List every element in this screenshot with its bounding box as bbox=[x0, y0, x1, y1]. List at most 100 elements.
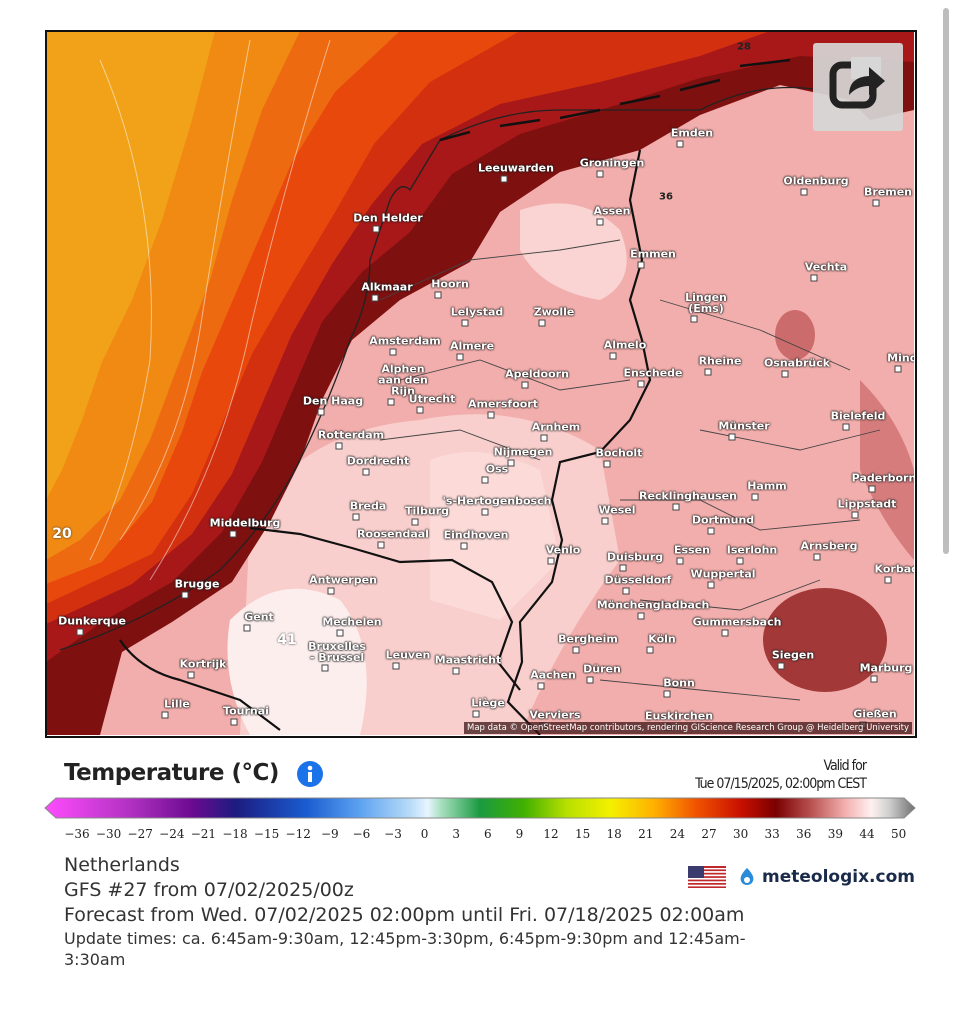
legend-title: Temperature (°C) bbox=[64, 760, 279, 786]
warm-area bbox=[860, 380, 914, 560]
city-label: Köln bbox=[648, 632, 676, 646]
map[interactable]: Emden Groningen Leeuwarden Oldenburg Bremen D… bbox=[46, 31, 914, 735]
city-label: Wesel bbox=[598, 503, 636, 517]
city-marker bbox=[243, 624, 251, 631]
city-label: Groningen bbox=[579, 156, 645, 170]
city-label: Amsterdam bbox=[369, 334, 441, 348]
color-bar-tick: 50 bbox=[890, 827, 907, 841]
city-marker bbox=[810, 274, 818, 281]
city-label: Gießen bbox=[853, 707, 897, 721]
city-marker bbox=[676, 557, 684, 564]
city-marker bbox=[842, 423, 850, 430]
city-label: Tilburg bbox=[404, 504, 450, 518]
city-label: Utrecht bbox=[408, 392, 456, 406]
city-label: Lelystad bbox=[450, 305, 504, 319]
color-bar-tick: −27 bbox=[127, 827, 153, 841]
city-marker bbox=[434, 291, 442, 298]
color-bar-tick: −3 bbox=[384, 827, 402, 841]
city-label: Lingen (Ems) bbox=[685, 291, 727, 315]
city-label: Amersfoort bbox=[468, 397, 538, 411]
info-stem bbox=[308, 772, 312, 782]
city-label: Lippstadt bbox=[837, 497, 897, 511]
color-bar-tick: 9 bbox=[515, 827, 524, 841]
color-bar-tick: 39 bbox=[827, 827, 844, 841]
city-label: Rotterdam bbox=[317, 428, 385, 442]
city-label: Emmen bbox=[630, 247, 676, 261]
logo-drop bbox=[740, 868, 754, 885]
city-label: Marburg bbox=[859, 661, 913, 675]
city-marker bbox=[411, 518, 419, 525]
city-marker bbox=[335, 442, 343, 449]
scrollbar[interactable] bbox=[943, 8, 949, 554]
color-bar-tick: 3 bbox=[452, 827, 461, 841]
city-label: Hoorn bbox=[431, 277, 469, 291]
contour-label: 28 bbox=[737, 41, 751, 53]
city-marker bbox=[540, 434, 548, 441]
city-label: Korbach bbox=[874, 562, 914, 576]
city-marker bbox=[663, 690, 671, 697]
city-marker bbox=[619, 564, 627, 571]
city-label: Breda bbox=[349, 499, 387, 513]
region: Netherlands bbox=[64, 854, 180, 876]
city-label: Assen bbox=[593, 204, 631, 218]
city-label: Essen bbox=[674, 543, 710, 557]
city-marker bbox=[371, 294, 379, 301]
color-bar-tick: 33 bbox=[764, 827, 780, 841]
country-border bbox=[249, 526, 521, 691]
city-marker bbox=[481, 508, 489, 515]
color-bar-tick: 44 bbox=[859, 827, 875, 841]
city-marker bbox=[461, 319, 469, 326]
color-bar-tick: 15 bbox=[574, 827, 591, 841]
city-marker bbox=[460, 542, 468, 549]
city-marker bbox=[637, 380, 645, 387]
city-marker bbox=[800, 188, 808, 195]
city-marker bbox=[538, 319, 546, 326]
city-marker bbox=[487, 411, 495, 418]
city-marker bbox=[672, 503, 680, 510]
brand[interactable]: meteologix.com bbox=[688, 866, 915, 888]
valid-time-value: Tue 07/15/2025, 02:00pm CEST bbox=[695, 776, 867, 792]
color-bar-fill bbox=[44, 797, 916, 819]
city-marker bbox=[352, 513, 360, 520]
city-label: Dortmund bbox=[691, 513, 755, 527]
city-label: Siegen bbox=[771, 648, 815, 662]
logo-center bbox=[744, 877, 750, 883]
color-bar-tick: 0 bbox=[420, 827, 429, 841]
city-label: Roosendaal bbox=[357, 527, 429, 541]
color-bar-tick: −30 bbox=[95, 827, 122, 841]
city-marker bbox=[327, 587, 335, 594]
color-bar-tick: 36 bbox=[796, 827, 812, 841]
city-label: Nijmegen bbox=[493, 445, 553, 459]
city-label: Duisburg bbox=[606, 550, 664, 564]
city-label: Oldenburg bbox=[783, 174, 849, 188]
island-chain bbox=[439, 58, 791, 142]
color-bar-tick: −6 bbox=[352, 827, 371, 841]
city-marker bbox=[751, 493, 759, 500]
city-label: Brugge bbox=[174, 577, 220, 591]
warm-area bbox=[430, 452, 560, 620]
color-bar-tick: 6 bbox=[483, 827, 492, 841]
city-label: Bielefeld bbox=[830, 409, 886, 423]
city-marker bbox=[851, 511, 859, 518]
city-marker bbox=[229, 530, 237, 537]
color-bar-tick: −21 bbox=[190, 827, 217, 841]
valid-time: Valid for Tue 07/15/2025, 02:00pm CEST bbox=[695, 757, 867, 793]
color-bar-tick: 12 bbox=[543, 827, 559, 841]
city-marker bbox=[884, 576, 892, 583]
isotherm bbox=[119, 39, 251, 541]
coastline bbox=[59, 86, 821, 651]
info-button[interactable] bbox=[296, 760, 324, 788]
map-canvas bbox=[46, 31, 914, 735]
country-border bbox=[506, 149, 652, 735]
share-button[interactable] bbox=[813, 43, 903, 131]
city-label: Oss bbox=[485, 462, 509, 476]
city-marker bbox=[736, 557, 744, 564]
city-label: Bremen bbox=[863, 185, 913, 199]
color-bar-tick: 27 bbox=[701, 827, 717, 841]
city-marker bbox=[622, 587, 630, 594]
hot-spot bbox=[763, 588, 887, 692]
isotherm bbox=[89, 59, 152, 561]
city-marker bbox=[362, 468, 370, 475]
city-label: Bonn bbox=[663, 676, 695, 690]
country-border bbox=[119, 639, 281, 731]
